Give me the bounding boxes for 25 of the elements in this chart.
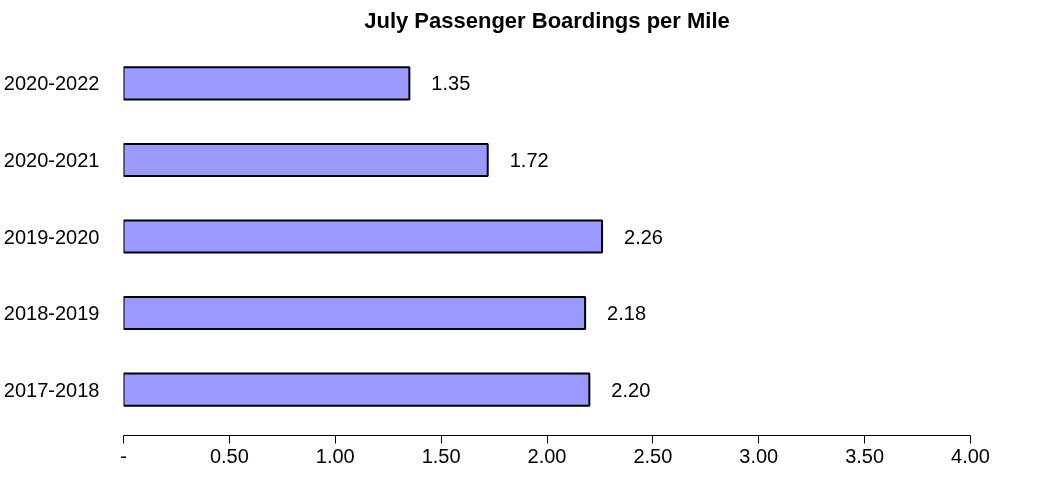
x-tick-label: 1.50 <box>421 444 461 467</box>
bar <box>123 66 411 101</box>
bar <box>123 142 489 178</box>
x-tick-label: 1.00 <box>315 444 355 467</box>
data-label: 2.20 <box>611 378 651 401</box>
y-tick-label: 2017-2018 <box>3 378 100 401</box>
y-tick-label: 2020-2022 <box>3 72 100 95</box>
chart-title: July Passenger Boardings per Mile <box>364 7 730 33</box>
x-tick-label: 4.00 <box>951 444 990 467</box>
x-tick-label: 0.50 <box>209 444 249 467</box>
x-tick-label: 2.50 <box>633 444 673 467</box>
data-label: 1.72 <box>509 148 549 171</box>
y-tick-label: 2019-2020 <box>3 225 100 248</box>
x-tick-label: 2.00 <box>527 444 567 467</box>
data-label: 2.18 <box>607 302 647 325</box>
data-label: 1.35 <box>431 72 471 95</box>
x-tick-label: - <box>120 444 127 467</box>
y-tick-label: 2020-2021 <box>3 148 100 171</box>
x-tick-label: 3.50 <box>845 444 885 467</box>
bar <box>123 295 587 331</box>
bar <box>123 219 604 254</box>
x-tick-label: 3.00 <box>739 444 779 467</box>
bar <box>123 372 591 407</box>
y-tick-label: 2018-2019 <box>3 302 100 325</box>
data-label: 2.26 <box>624 225 663 248</box>
